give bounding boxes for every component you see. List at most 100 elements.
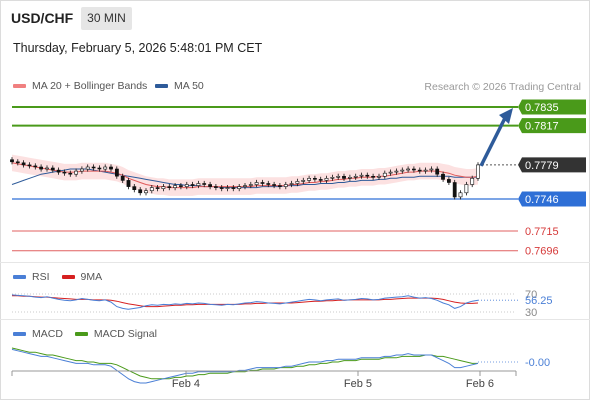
rsi-line xyxy=(11,294,479,310)
candle-body xyxy=(132,186,137,191)
candle-body xyxy=(377,176,381,178)
candle-body xyxy=(272,184,277,186)
candle-body xyxy=(138,189,143,194)
ma50-label: MA 50 xyxy=(174,80,204,92)
candle-body xyxy=(277,185,282,187)
candle xyxy=(446,176,451,185)
candle xyxy=(132,184,137,193)
candle-body xyxy=(347,177,352,179)
symbol-title: USD/CHF xyxy=(11,10,74,26)
candle-body xyxy=(382,172,387,177)
candle xyxy=(441,171,445,182)
candle xyxy=(400,167,405,174)
candle-body xyxy=(406,168,411,171)
forecast-arrow-head xyxy=(499,108,513,124)
rsi-legend: RSI 9MA xyxy=(13,271,102,283)
candle xyxy=(33,163,38,170)
candle-body xyxy=(394,170,399,173)
candle-body xyxy=(149,187,154,192)
candle xyxy=(476,162,480,181)
rsi-ma-swatch xyxy=(61,275,75,279)
candle-body xyxy=(21,162,26,166)
candle-body xyxy=(365,174,370,177)
x-tick-label: Feb 6 xyxy=(466,378,494,390)
candle xyxy=(68,170,73,177)
candle xyxy=(260,179,265,187)
level-label-4: 0.7715 xyxy=(525,226,559,238)
candle xyxy=(167,184,172,191)
candle-body xyxy=(144,190,148,194)
candle xyxy=(336,173,341,180)
candle-body xyxy=(301,180,306,182)
bollinger-label: MA 20 + Bollinger Bands xyxy=(32,80,148,92)
candle-body xyxy=(248,184,253,186)
candle xyxy=(312,175,317,182)
rsi-tick-30: 30 xyxy=(525,307,537,319)
x-tick-label: Feb 5 xyxy=(344,378,372,390)
bollinger-swatch xyxy=(13,84,26,88)
candle xyxy=(464,181,469,196)
timeframe-badge[interactable]: 30 MIN xyxy=(81,7,132,30)
candle-body xyxy=(254,182,259,185)
candle-body xyxy=(266,183,271,185)
candle-body xyxy=(295,181,300,184)
candle-body xyxy=(167,186,172,188)
rsi-separator xyxy=(0,262,590,263)
candle xyxy=(353,173,358,180)
bollinger-band xyxy=(12,154,478,196)
candle-body xyxy=(289,183,294,185)
candle xyxy=(377,173,381,180)
candle-body xyxy=(336,176,341,178)
macd-last-label: -0.00 xyxy=(525,357,550,369)
macd-signal-line xyxy=(11,347,478,380)
level-tag-1 xyxy=(518,118,586,134)
candle-body xyxy=(330,177,335,179)
candle xyxy=(231,185,236,192)
candle xyxy=(27,162,32,169)
candle xyxy=(126,177,131,190)
candle xyxy=(138,187,143,196)
candle xyxy=(289,180,294,188)
rsi-last-label: 56.25 xyxy=(525,295,553,307)
candle xyxy=(103,164,108,172)
candle xyxy=(382,170,387,179)
ma50-swatch xyxy=(155,84,168,88)
candle xyxy=(277,183,282,190)
ma50-legend: MA 50 xyxy=(155,80,204,92)
candle xyxy=(190,181,195,189)
candle xyxy=(115,166,119,179)
macd-swatch xyxy=(13,332,26,336)
macd-signal-swatch xyxy=(74,332,88,336)
candle xyxy=(144,188,148,196)
candle-body xyxy=(126,180,131,187)
candle xyxy=(295,178,300,187)
candle xyxy=(429,166,434,173)
candle xyxy=(307,175,312,183)
candle-body xyxy=(411,168,416,171)
bollinger-legend: MA 20 + Bollinger Bands xyxy=(13,80,147,92)
candle xyxy=(254,179,259,188)
candle-body xyxy=(184,184,189,187)
candle-body xyxy=(476,164,480,179)
candle-body xyxy=(208,184,213,187)
candle-body xyxy=(371,176,376,178)
candle xyxy=(155,185,160,192)
level-label-2: 0.7779 xyxy=(525,160,559,172)
candle-body xyxy=(318,179,323,181)
candle-body xyxy=(307,178,312,181)
candle xyxy=(50,165,55,173)
candle-body xyxy=(283,184,288,187)
candle-body xyxy=(441,173,445,180)
candle-body xyxy=(80,168,84,172)
candle xyxy=(173,183,178,191)
candle-body xyxy=(10,159,14,163)
candle xyxy=(365,172,370,179)
candle-body xyxy=(190,184,195,186)
candle-body xyxy=(452,182,457,198)
candle-body xyxy=(68,172,73,175)
candle-body xyxy=(470,178,475,185)
candle xyxy=(423,167,428,174)
candle xyxy=(470,175,475,188)
candle xyxy=(62,169,67,176)
